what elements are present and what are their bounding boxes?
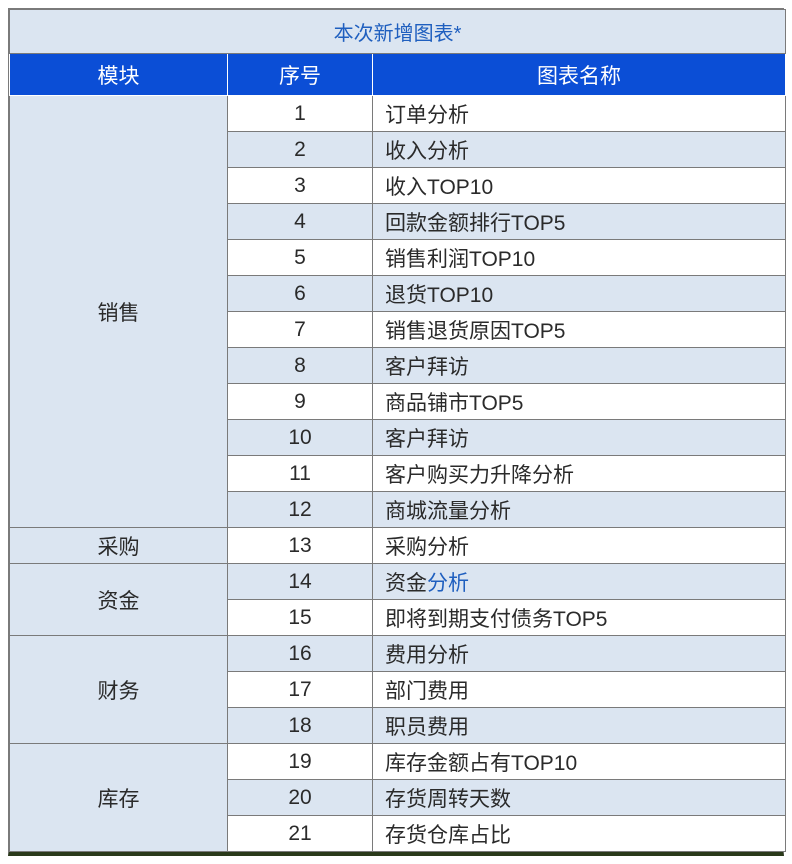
index-cell: 21 [228,816,373,852]
chart-name-cell: 客户拜访 [373,348,786,384]
header-name: 图表名称 [373,54,786,96]
index-cell: 4 [228,204,373,240]
chart-name-cell: 退货TOP10 [373,276,786,312]
table-row: 财务16费用分析 [10,636,786,672]
index-cell: 19 [228,744,373,780]
header-module: 模块 [10,54,228,96]
chart-name-cell: 资金分析 [373,564,786,600]
index-cell: 7 [228,312,373,348]
index-cell: 10 [228,420,373,456]
index-cell: 16 [228,636,373,672]
chart-name-cell: 订单分析 [373,96,786,132]
header-row: 模块 序号 图表名称 [10,54,786,96]
table-row: 采购13采购分析 [10,528,786,564]
new-charts-table-wrap: 本次新增图表* 模块 序号 图表名称 销售1订单分析2收入分析3收入TOP104… [8,8,784,856]
chart-name-cell: 费用分析 [373,636,786,672]
module-cell: 资金 [10,564,228,636]
chart-name-cell: 商城流量分析 [373,492,786,528]
index-cell: 6 [228,276,373,312]
chart-name-cell: 即将到期支付债务TOP5 [373,600,786,636]
chart-name-part: 分析 [427,572,469,595]
index-cell: 3 [228,168,373,204]
index-cell: 5 [228,240,373,276]
chart-name-cell: 库存金额占有TOP10 [373,744,786,780]
chart-name-cell: 销售利润TOP10 [373,240,786,276]
index-cell: 8 [228,348,373,384]
chart-name-cell: 存货周转天数 [373,780,786,816]
index-cell: 13 [228,528,373,564]
index-cell: 11 [228,456,373,492]
module-cell: 采购 [10,528,228,564]
chart-name-cell: 回款金额排行TOP5 [373,204,786,240]
module-cell: 库存 [10,744,228,852]
table-row: 资金 14资金分析 [10,564,786,600]
table-row: 销售1订单分析 [10,96,786,132]
chart-name-cell: 职员费用 [373,708,786,744]
index-cell: 17 [228,672,373,708]
chart-name-cell: 存货仓库占比 [373,816,786,852]
title-row: 本次新增图表* [10,10,786,54]
index-cell: 18 [228,708,373,744]
chart-name-cell: 收入分析 [373,132,786,168]
module-cell: 销售 [10,96,228,528]
index-cell: 14 [228,564,373,600]
index-cell: 15 [228,600,373,636]
index-cell: 12 [228,492,373,528]
index-cell: 9 [228,384,373,420]
index-cell: 1 [228,96,373,132]
chart-name-cell: 客户拜访 [373,420,786,456]
new-charts-table: 本次新增图表* 模块 序号 图表名称 销售1订单分析2收入分析3收入TOP104… [9,9,786,852]
header-index: 序号 [228,54,373,96]
chart-name-cell: 销售退货原因TOP5 [373,312,786,348]
chart-name-cell: 商品铺市TOP5 [373,384,786,420]
chart-name-cell: 收入TOP10 [373,168,786,204]
table-row: 库存19库存金额占有TOP10 [10,744,786,780]
table-title: 本次新增图表* [10,10,786,54]
table-body: 销售1订单分析2收入分析3收入TOP104回款金额排行TOP55销售利润TOP1… [10,96,786,852]
chart-name-cell: 部门费用 [373,672,786,708]
chart-name-part: 资金 [385,572,427,595]
index-cell: 2 [228,132,373,168]
module-cell: 财务 [10,636,228,744]
chart-name-cell: 客户购买力升降分析 [373,456,786,492]
index-cell: 20 [228,780,373,816]
chart-name-cell: 采购分析 [373,528,786,564]
